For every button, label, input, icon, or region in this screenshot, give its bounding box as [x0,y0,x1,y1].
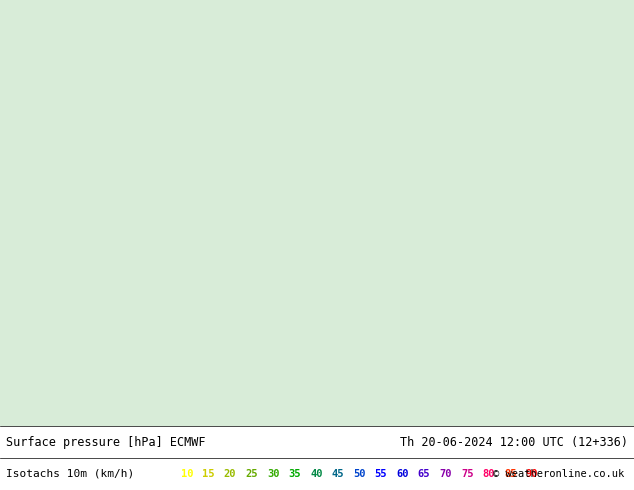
Text: 85: 85 [504,469,517,479]
Text: 45: 45 [332,469,344,479]
Text: 30: 30 [267,469,280,479]
Bar [0,426,634,490]
Text: 90: 90 [526,469,538,479]
Text: 25: 25 [245,469,258,479]
Text: 80: 80 [482,469,495,479]
Text: 60: 60 [396,469,409,479]
Text: Surface pressure [hPa] ECMWF: Surface pressure [hPa] ECMWF [6,436,206,449]
Text: 20: 20 [224,469,236,479]
Text: 55: 55 [375,469,387,479]
Text: 70: 70 [439,469,452,479]
Text: 35: 35 [288,469,301,479]
Text: 75: 75 [461,469,474,479]
Text: Th 20-06-2024 12:00 UTC (12+336): Th 20-06-2024 12:00 UTC (12+336) [399,436,628,449]
Text: 50: 50 [353,469,366,479]
Text: Isotachs 10m (km/h): Isotachs 10m (km/h) [6,469,134,479]
Text: © weatheronline.co.uk: © weatheronline.co.uk [493,469,624,479]
Text: 15: 15 [202,469,215,479]
Text: 65: 65 [418,469,430,479]
Text: 40: 40 [310,469,323,479]
Bar [0,0,634,426]
Text: 10: 10 [181,469,193,479]
